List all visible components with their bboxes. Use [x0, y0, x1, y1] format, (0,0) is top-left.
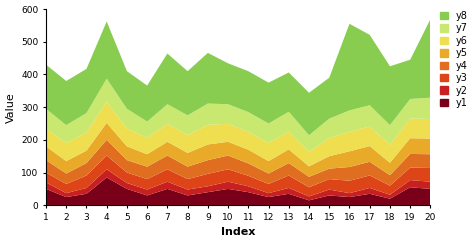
Legend: y8, y7, y6, y5, y4, y3, y2, y1: y8, y7, y6, y5, y4, y3, y2, y1	[439, 10, 469, 109]
Y-axis label: Value: Value	[6, 92, 16, 122]
X-axis label: Index: Index	[221, 227, 255, 237]
